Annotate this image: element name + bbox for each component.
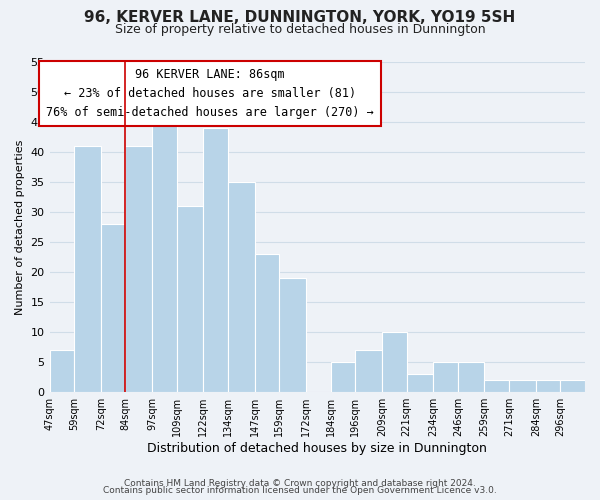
Text: 96, KERVER LANE, DUNNINGTON, YORK, YO19 5SH: 96, KERVER LANE, DUNNINGTON, YORK, YO19 … bbox=[85, 10, 515, 25]
Bar bbox=[407, 374, 433, 392]
Text: Contains HM Land Registry data © Crown copyright and database right 2024.: Contains HM Land Registry data © Crown c… bbox=[124, 478, 476, 488]
Bar bbox=[331, 362, 355, 392]
Bar bbox=[433, 362, 458, 392]
Bar bbox=[484, 380, 509, 392]
Bar bbox=[280, 278, 306, 392]
Bar bbox=[355, 350, 382, 392]
Bar bbox=[509, 380, 536, 392]
Y-axis label: Number of detached properties: Number of detached properties bbox=[15, 139, 25, 314]
Bar bbox=[228, 182, 254, 392]
X-axis label: Distribution of detached houses by size in Dunnington: Distribution of detached houses by size … bbox=[148, 442, 487, 455]
Text: Size of property relative to detached houses in Dunnington: Size of property relative to detached ho… bbox=[115, 22, 485, 36]
Bar bbox=[152, 122, 177, 392]
Bar bbox=[536, 380, 560, 392]
Bar bbox=[74, 146, 101, 392]
Bar bbox=[560, 380, 585, 392]
Text: 96 KERVER LANE: 86sqm
← 23% of detached houses are smaller (81)
76% of semi-deta: 96 KERVER LANE: 86sqm ← 23% of detached … bbox=[46, 68, 374, 119]
Text: Contains public sector information licensed under the Open Government Licence v3: Contains public sector information licen… bbox=[103, 486, 497, 495]
Bar bbox=[125, 146, 152, 392]
Bar bbox=[50, 350, 74, 392]
Bar bbox=[101, 224, 125, 392]
Bar bbox=[458, 362, 484, 392]
Bar bbox=[382, 332, 407, 392]
Bar bbox=[203, 128, 228, 392]
Bar bbox=[177, 206, 203, 392]
Bar bbox=[254, 254, 280, 392]
